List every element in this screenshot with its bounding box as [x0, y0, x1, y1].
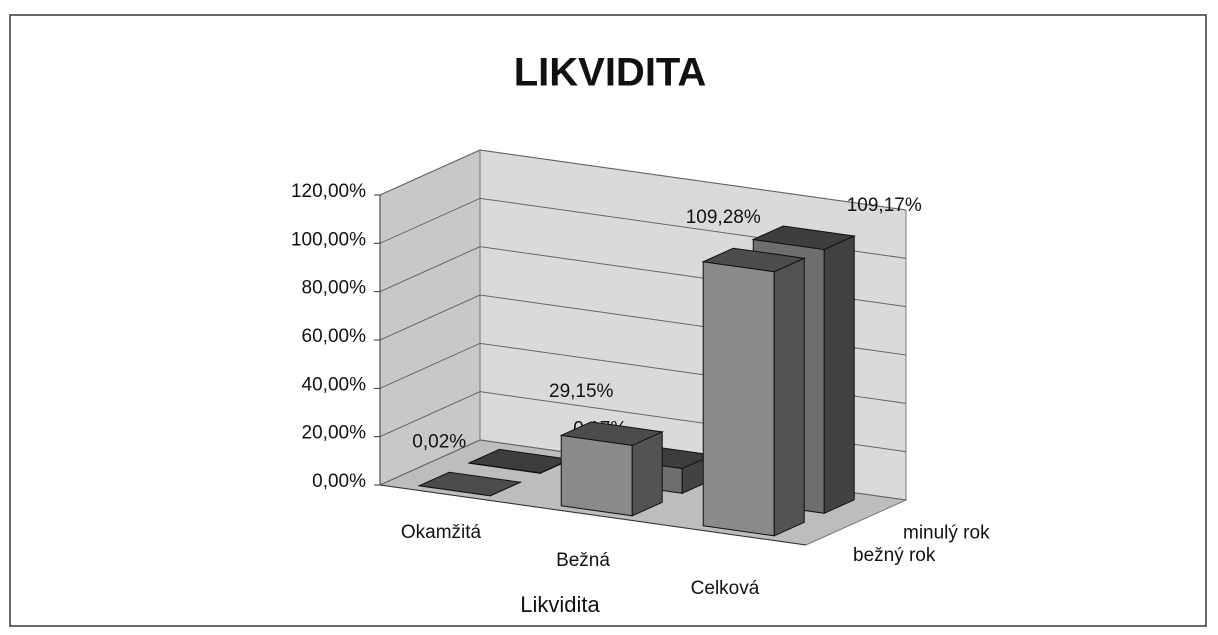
- y-tick-label: 60,00%: [302, 326, 367, 347]
- y-tick-label: 80,00%: [302, 278, 367, 299]
- bar-front: [560, 434, 633, 517]
- legend-label: minulý rok: [903, 522, 990, 543]
- y-tick-label: 40,00%: [302, 374, 367, 395]
- x-tick-label: Okamžitá: [401, 522, 482, 543]
- x-axis-title: Likvidita: [520, 592, 600, 617]
- chart-title: LIKVIDITA: [514, 51, 707, 95]
- y-tick-label: 0,00%: [312, 471, 366, 492]
- bar-top: [701, 247, 807, 273]
- bar-side: [631, 431, 663, 517]
- bar-front: [702, 261, 775, 537]
- x-tick-label: Celková: [691, 578, 760, 599]
- bar: [417, 471, 523, 497]
- data-label: 109,17%: [847, 195, 922, 216]
- bar: [559, 421, 665, 517]
- data-label: 109,28%: [686, 207, 761, 228]
- data-label: 0,02%: [412, 431, 466, 452]
- x-tick-label: Bežná: [556, 550, 610, 571]
- y-tick-label: 120,00%: [291, 181, 366, 202]
- bar-top: [417, 471, 523, 497]
- bar-side: [823, 235, 855, 515]
- bar-top: [559, 421, 665, 446]
- bar-top: [751, 225, 857, 250]
- y-tick-label: 100,00%: [291, 229, 366, 250]
- bar: [701, 247, 807, 537]
- grid-line: [379, 149, 907, 211]
- y-tick-label: 20,00%: [302, 423, 367, 444]
- x-axis: [379, 484, 807, 546]
- bar-side: [773, 257, 805, 537]
- data-label: 29,15%: [549, 381, 614, 402]
- legend-label: bežný rok: [853, 545, 936, 566]
